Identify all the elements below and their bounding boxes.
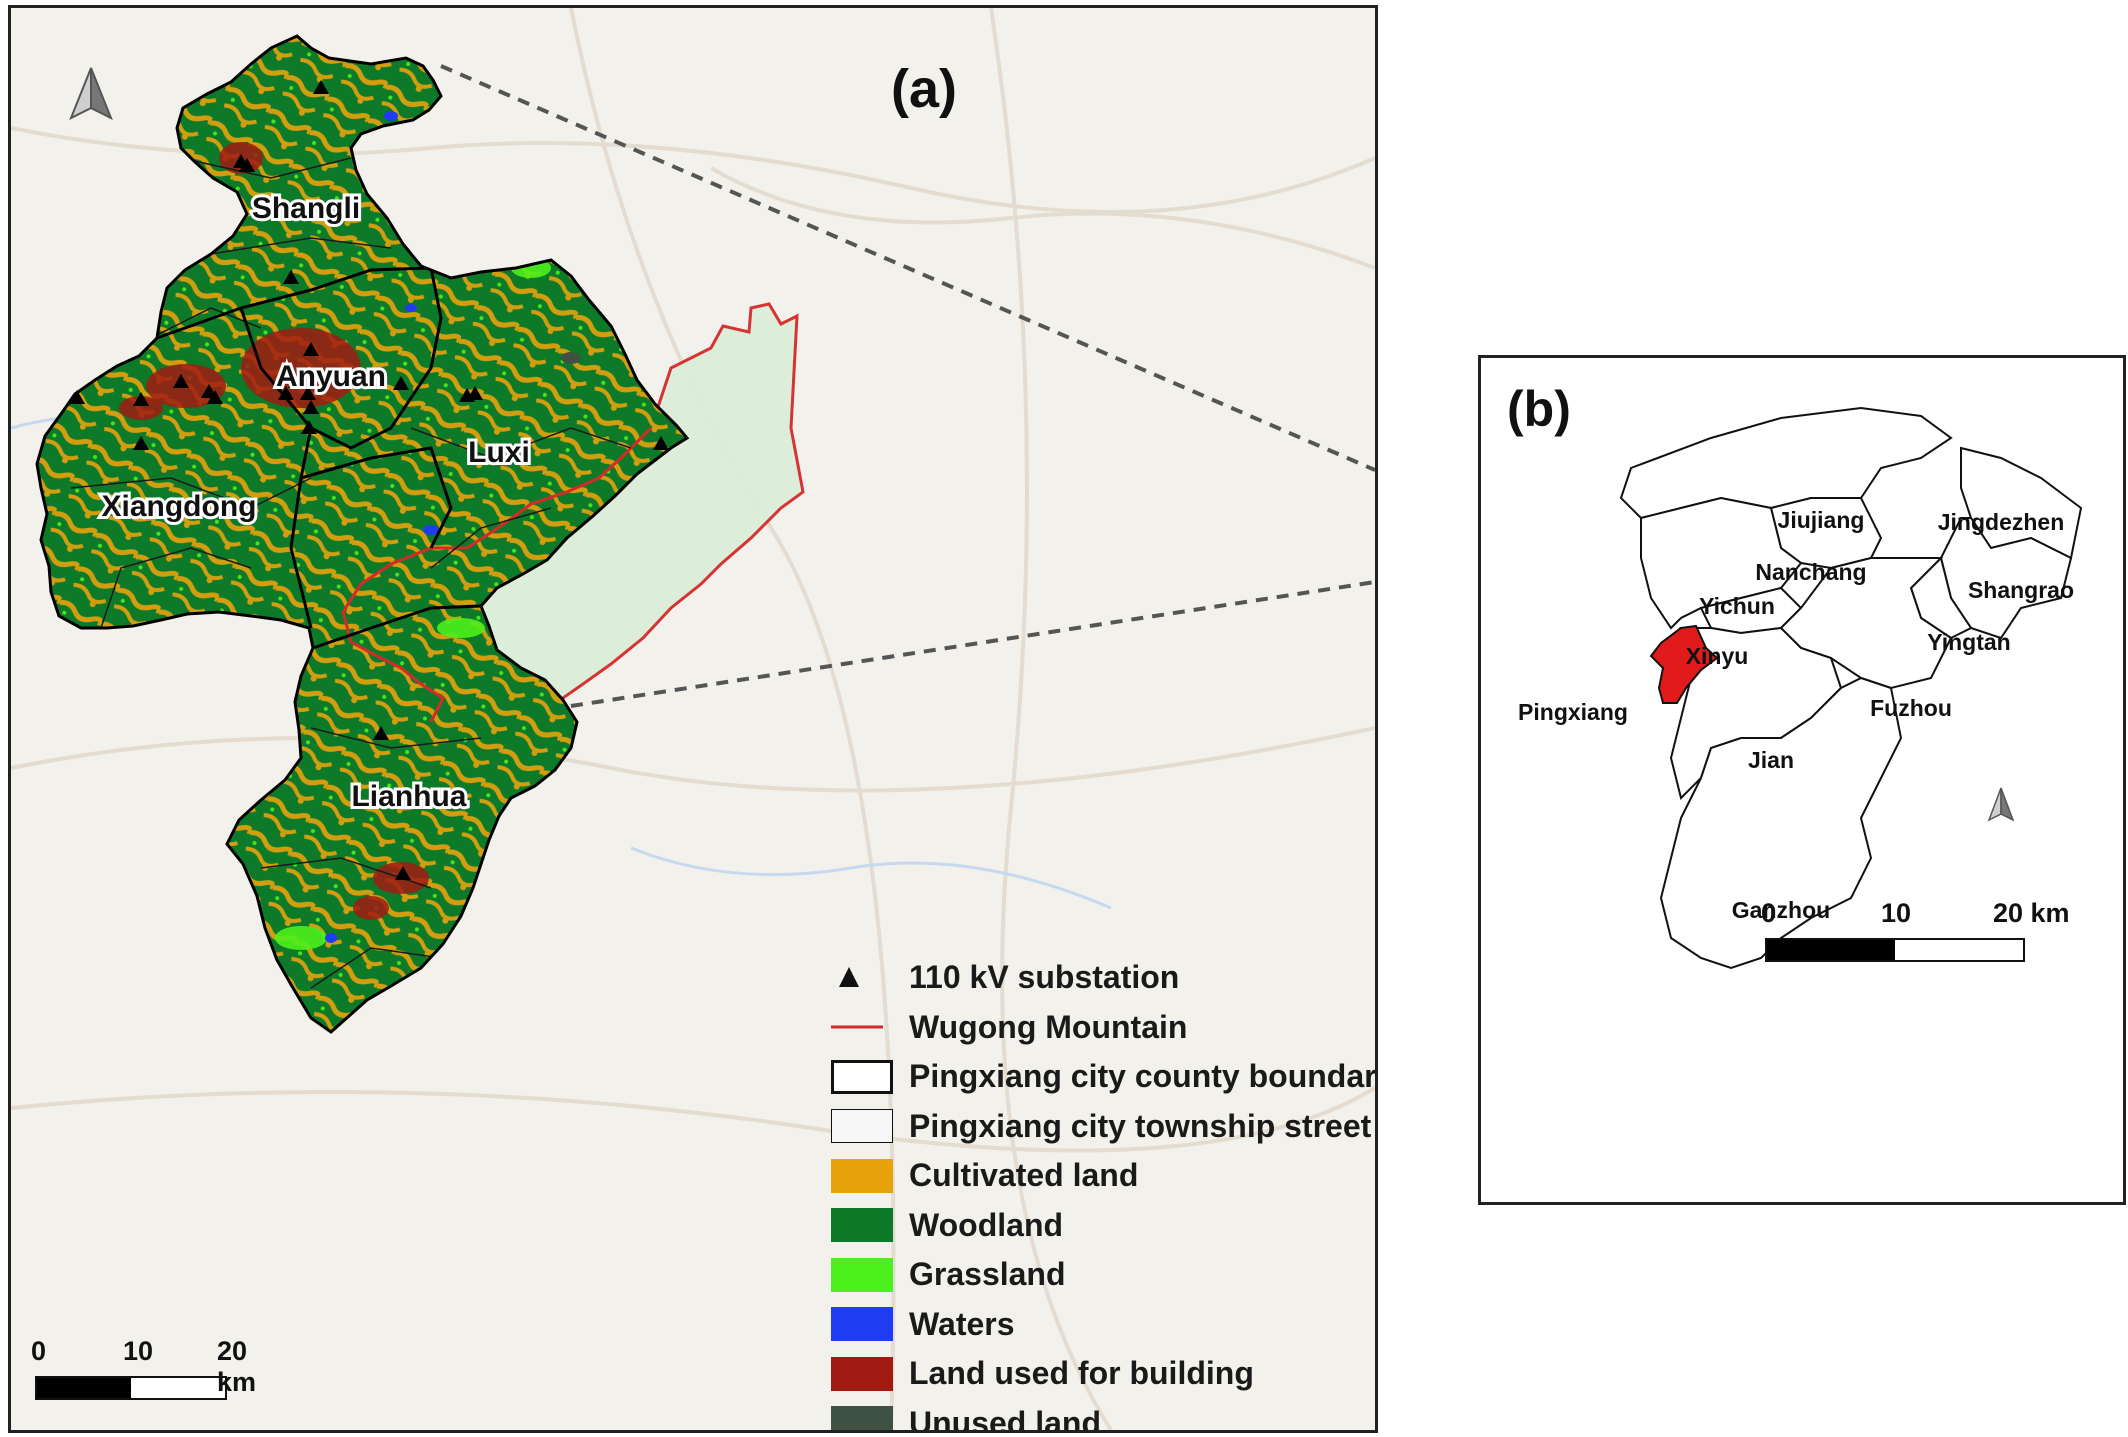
legend-item: Wugong Mountain <box>831 1003 1375 1053</box>
substation-markers <box>69 80 669 880</box>
legend-item: Land used for building <box>831 1349 1375 1399</box>
jiangxi-prefectures <box>1619 406 2083 970</box>
north-arrow-icon <box>1987 787 2015 822</box>
legend-label: 110 kV substation <box>909 959 1180 996</box>
legend-symbol <box>831 1109 893 1144</box>
legend-item: 110 kV substation <box>831 953 1375 1003</box>
pingxiang-highlight <box>1649 624 1719 704</box>
region-labels: Jiujiang Jingdezhen Nanchang Shangrao Yichun… <box>1518 507 2074 923</box>
scale-bar-b: 0 10 20 km <box>1761 898 2081 962</box>
county-label-lianhua: Lianhua <box>351 780 466 813</box>
legend-label: Wugong Mountain <box>909 1008 1188 1045</box>
legend-item: Unused land <box>831 1399 1375 1433</box>
legend-symbol <box>831 1208 893 1243</box>
legend-symbol <box>831 961 893 995</box>
county-label-shangli: Shangli <box>252 192 360 225</box>
connector-line-top <box>440 64 1375 472</box>
legend-item: Grassland <box>831 1250 1375 1300</box>
legend: 110 kV substation Wugong Mountain Pingxian… <box>831 953 1378 1433</box>
legend-symbol <box>831 1307 893 1342</box>
connector-line-bottom <box>570 580 1375 708</box>
scale-label-0: 0 <box>1761 898 1777 928</box>
legend-symbol <box>831 1010 893 1044</box>
legend-label: Woodland <box>909 1206 1064 1243</box>
scale-bar-graphic <box>1765 938 2025 962</box>
region-label-jingdezhen: Jingdezhen <box>1938 509 2065 535</box>
legend-symbol <box>831 1257 893 1292</box>
region-label-xinyu: Xinyu <box>1686 643 1749 669</box>
legend-symbol <box>831 1158 893 1193</box>
county-label-luxi: Luxi <box>468 436 530 469</box>
legend-label: Grassland <box>909 1256 1066 1293</box>
basemap-roads <box>11 8 1375 1430</box>
legend-item: Pingxiang city township street <box>831 1102 1375 1152</box>
legend-item: Woodland <box>831 1201 1375 1251</box>
region-label-jiujiang: Jiujiang <box>1778 507 1865 533</box>
region-label-pingxiang: Pingxiang <box>1518 699 1628 725</box>
scale-bar-graphic <box>35 1376 227 1400</box>
county-label-xiangdong: Xiangdong <box>102 490 257 523</box>
legend-item: Cultivated land <box>831 1151 1375 1201</box>
scale-label-10: 10 <box>1881 898 1912 928</box>
legend-item: Waters <box>831 1300 1375 1350</box>
panel-b-label: (b) <box>1507 381 1571 437</box>
scale-label-20: 20 km <box>1993 898 2070 928</box>
region-label-shangrao: Shangrao <box>1968 577 2074 603</box>
legend-symbol <box>831 1059 893 1094</box>
panel-b-map: Jiujiang Jingdezhen Nanchang Shangrao Yichun… <box>1478 355 2126 1205</box>
region-label-nanchang: Nanchang <box>1755 559 1866 585</box>
panel-a-map: Shangli Anyuan Luxi Xiangdong Lianhua (a) 11… <box>8 5 1378 1433</box>
legend-item: Pingxiang city county boundary <box>831 1052 1378 1102</box>
legend-label: Waters <box>909 1305 1015 1342</box>
county-label-anyuan: Anyuan <box>276 360 386 393</box>
legend-label: Pingxiang city township street <box>909 1107 1372 1144</box>
scale-label-20: 20 km <box>217 1336 257 1397</box>
legend-symbol <box>831 1356 893 1391</box>
legend-label: Pingxiang city county boundary <box>909 1058 1378 1095</box>
region-label-yingtan: Yingtan <box>1927 629 2010 655</box>
region-label-ganzhou: Ganzhou <box>1732 897 1830 923</box>
legend-symbol <box>831 1406 893 1430</box>
region-label-fuzhou: Fuzhou <box>1870 695 1952 721</box>
legend-label: Land used for building <box>909 1355 1254 1392</box>
region-label-yichun: Yichun <box>1699 593 1775 619</box>
north-arrow-icon <box>69 67 113 121</box>
scale-label-10: 10 <box>123 1336 154 1366</box>
panel-b-svg: Jiujiang Jingdezhen Nanchang Shangrao Yichun… <box>1518 406 2083 970</box>
region-label-jian: Jian <box>1748 747 1794 773</box>
panel-a-svg: Shangli Anyuan Luxi Xiangdong Lianhua <box>11 8 1375 1430</box>
legend-label: Unused land <box>909 1404 1102 1433</box>
scale-bar-a: 0 10 20 km <box>31 1336 256 1400</box>
panel-a-label: (a) <box>891 59 957 119</box>
county-labels: Shangli Anyuan Luxi Xiangdong Lianhua <box>99 189 533 816</box>
legend-label: Cultivated land <box>909 1157 1139 1194</box>
scale-label-0: 0 <box>31 1336 47 1366</box>
